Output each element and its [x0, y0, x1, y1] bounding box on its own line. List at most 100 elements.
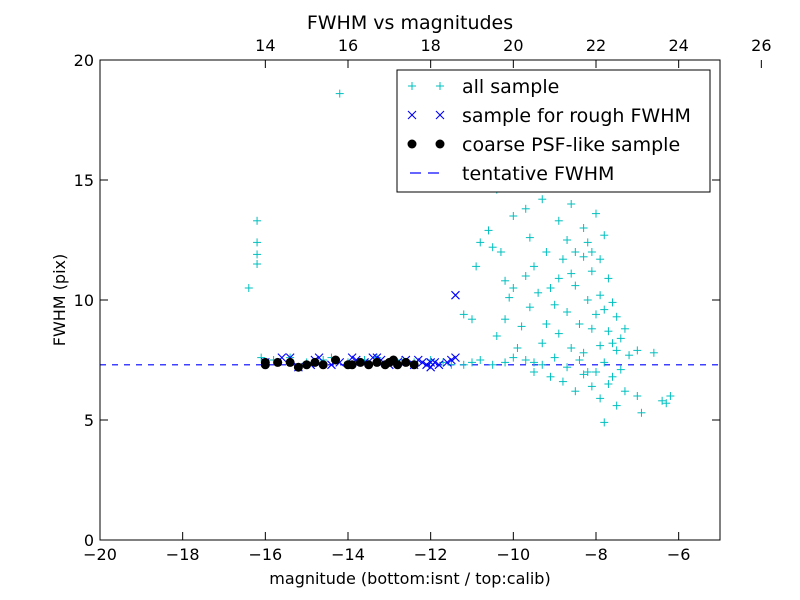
data-point — [253, 238, 262, 247]
x-tick-label: −12 — [414, 545, 448, 564]
legend-marker — [435, 110, 445, 120]
data-point — [372, 357, 382, 367]
data-point — [596, 394, 605, 403]
top-tick-label: 24 — [668, 36, 688, 55]
data-point — [567, 344, 576, 352]
data-point — [530, 262, 538, 271]
data-point — [331, 355, 341, 365]
data-point — [620, 387, 629, 396]
data-point — [596, 255, 605, 264]
data-point — [571, 387, 580, 396]
data-point — [442, 358, 452, 367]
data-point — [244, 284, 253, 292]
data-point — [587, 248, 596, 256]
data-point — [600, 231, 609, 240]
series-psf-sample — [260, 355, 419, 372]
data-point — [384, 357, 394, 367]
data-point — [546, 372, 555, 381]
data-point — [608, 339, 617, 348]
data-point — [439, 358, 448, 367]
legend-item-rough-sample: sample for rough FWHM — [407, 105, 691, 127]
data-point — [600, 358, 609, 367]
data-point — [604, 327, 613, 336]
data-point — [658, 396, 667, 405]
series-all-sample — [244, 89, 675, 427]
data-point — [496, 248, 505, 256]
data-point — [521, 272, 530, 280]
data-point — [558, 255, 567, 264]
legend-label: tentative FWHM — [462, 163, 614, 185]
top-tick-label: 14 — [255, 36, 275, 55]
data-point — [542, 248, 551, 256]
data-point — [273, 357, 283, 367]
legend-label: sample for rough FWHM — [462, 105, 691, 127]
data-point — [575, 356, 584, 364]
data-point — [558, 377, 567, 386]
data-point — [542, 320, 551, 328]
legend-marker — [407, 110, 417, 120]
data-point — [347, 360, 357, 370]
data-point — [571, 248, 580, 256]
data-point — [293, 362, 303, 372]
data-point — [513, 344, 522, 352]
data-point — [538, 360, 547, 369]
data-point — [571, 281, 580, 290]
data-point — [554, 216, 563, 225]
data-point — [488, 243, 497, 252]
legend-label: coarse PSF-like sample — [462, 134, 680, 156]
data-point — [509, 284, 518, 292]
plot-area — [100, 89, 720, 427]
data-point — [554, 329, 563, 338]
data-point — [521, 204, 530, 213]
data-point — [612, 346, 621, 355]
data-point — [579, 370, 588, 379]
data-point — [530, 358, 538, 367]
data-point — [335, 89, 344, 98]
data-point — [604, 380, 613, 388]
y-axis-label: FWHM (pix) — [50, 254, 69, 347]
data-point — [451, 290, 460, 300]
legend-marker — [436, 82, 444, 90]
data-point — [563, 236, 572, 244]
data-point — [592, 209, 600, 218]
legend-label: all sample — [462, 76, 559, 98]
plot-marks — [100, 89, 720, 427]
data-point — [637, 408, 646, 417]
data-point — [347, 353, 357, 362]
y-tick-label: 10 — [74, 291, 94, 310]
legend-marker — [407, 139, 417, 149]
data-point — [253, 250, 262, 259]
data-point — [492, 332, 501, 340]
data-point — [505, 293, 514, 302]
data-point — [554, 274, 563, 283]
data-point — [620, 324, 629, 333]
data-point — [509, 353, 518, 362]
data-point — [633, 346, 642, 355]
legend-marker — [435, 139, 445, 149]
data-point — [583, 238, 592, 247]
data-point — [530, 368, 538, 376]
data-point — [434, 360, 444, 370]
data-point — [575, 320, 584, 328]
data-point — [501, 315, 510, 324]
data-point — [302, 360, 312, 370]
data-point — [253, 260, 262, 268]
x-tick-label: −14 — [331, 545, 365, 564]
data-point — [563, 308, 572, 316]
data-point — [472, 262, 481, 271]
data-point — [600, 305, 609, 314]
y-tick-label: 0 — [84, 531, 94, 550]
legend-item-tentative-fwhm: tentative FWHM — [410, 163, 614, 185]
data-point — [401, 357, 411, 367]
data-point — [468, 358, 476, 367]
chart-title: FWHM vs magnitudes — [307, 12, 513, 34]
data-point — [468, 315, 476, 324]
x-tick-label: −10 — [496, 545, 530, 564]
data-point — [484, 226, 493, 235]
data-point — [430, 358, 440, 367]
data-point — [355, 357, 365, 367]
data-point — [459, 360, 468, 369]
data-point — [579, 252, 588, 261]
data-point — [476, 356, 485, 364]
